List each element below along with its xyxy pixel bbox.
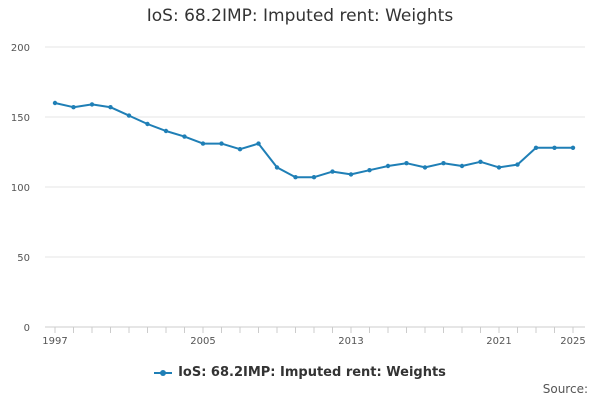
legend[interactable]: IoS: 68.2IMP: Imputed rent: Weights [0, 365, 600, 380]
data-point [367, 168, 372, 173]
data-point [348, 172, 354, 177]
data-point [89, 102, 95, 107]
data-point [237, 147, 243, 152]
y-tick-label: 50 [17, 253, 30, 264]
legend-marker-icon [154, 369, 173, 376]
data-point [293, 175, 298, 180]
y-tick-label: 200 [11, 43, 30, 54]
legend-label: IoS: 68.2IMP: Imputed rent: Weights [178, 365, 446, 380]
source-label: Source: [542, 382, 588, 396]
data-point [330, 169, 335, 174]
x-tick-label: 2005 [190, 336, 215, 347]
data-point [515, 162, 520, 167]
data-point [163, 128, 169, 134]
data-point [126, 113, 132, 118]
x-tick-label: 2025 [560, 336, 585, 347]
data-point [311, 175, 317, 180]
data-point [108, 105, 113, 110]
data-point [256, 141, 261, 146]
data-point [478, 159, 483, 164]
data-point [71, 105, 76, 110]
data-point [422, 165, 428, 170]
data-point [404, 161, 409, 166]
x-tick-label: 2013 [338, 336, 363, 347]
x-tick-label: 2021 [486, 336, 511, 347]
y-tick-label: 150 [11, 113, 30, 124]
data-point [570, 145, 576, 150]
data-point [219, 141, 224, 146]
data-point [552, 145, 557, 150]
data-point [145, 121, 150, 127]
y-tick-label: 100 [11, 183, 30, 194]
chart-title: IoS: 68.2IMP: Imputed rent: Weights [146, 6, 454, 26]
data-point [533, 145, 539, 150]
y-tick-label: 0 [24, 323, 30, 334]
data-point [200, 141, 206, 146]
data-point [441, 161, 446, 166]
x-tick-label: 1997 [42, 336, 67, 347]
data-point [385, 163, 391, 169]
data-point [52, 100, 58, 106]
data-point [496, 165, 502, 170]
data-point [274, 165, 280, 170]
series-line [54, 102, 573, 179]
data-point [182, 134, 187, 139]
data-point [459, 163, 465, 169]
